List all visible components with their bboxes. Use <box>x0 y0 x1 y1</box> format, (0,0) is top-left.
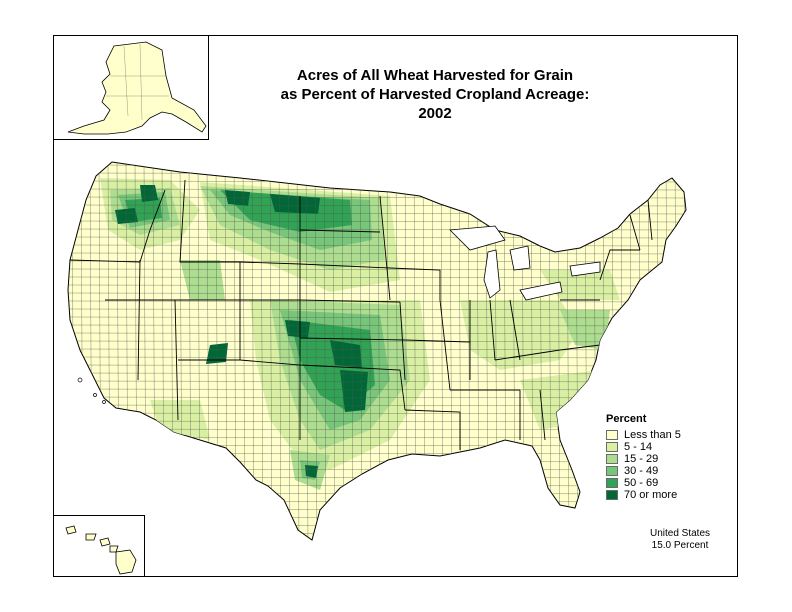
state-boundaries <box>69 179 653 450</box>
legend-label: Less than 5 <box>624 428 681 441</box>
map-frame <box>53 35 738 577</box>
legend-swatch <box>606 489 618 500</box>
legend-item: 5 - 14 <box>606 440 681 453</box>
alaska-inset <box>53 35 209 140</box>
legend-swatch <box>606 441 618 452</box>
legend-label: 15 - 29 <box>624 452 659 465</box>
legend-swatch <box>606 465 618 476</box>
legend-swatch <box>606 453 618 464</box>
legend-swatch <box>606 477 618 488</box>
hawaii-map <box>65 525 137 575</box>
legend-item: 70 or more <box>606 488 681 501</box>
legend-item: 15 - 29 <box>606 452 681 465</box>
legend-label: 50 - 69 <box>624 476 659 489</box>
legend-label: 5 - 14 <box>624 440 653 453</box>
hawaii-inset <box>53 515 145 577</box>
legend-item: Less than 5 <box>606 428 681 441</box>
legend: Percent Less than 5 5 - 14 15 - 29 30 - … <box>606 413 681 501</box>
legend-item: 30 - 49 <box>606 464 681 477</box>
legend-item: 50 - 69 <box>606 476 681 489</box>
national-summary: United States 15.0 Percent <box>630 528 730 552</box>
map-title: Acres of All Wheat Harvested for Grain a… <box>270 66 600 123</box>
summary-value: 15.0 Percent <box>651 540 709 551</box>
legend-title: Percent <box>606 413 647 425</box>
alaska-map <box>67 41 207 135</box>
great-lakes <box>449 225 601 301</box>
legend-label: 30 - 49 <box>624 464 659 477</box>
title-line-2: as Percent of Harvested Cropland Acreage… <box>280 86 590 122</box>
summary-label: United States <box>649 528 711 539</box>
coastal-islands <box>77 377 106 404</box>
legend-swatch <box>606 429 618 440</box>
legend-label: 70 or more <box>624 488 678 501</box>
title-line-1: Acres of All Wheat Harvested for Grain <box>296 67 574 84</box>
